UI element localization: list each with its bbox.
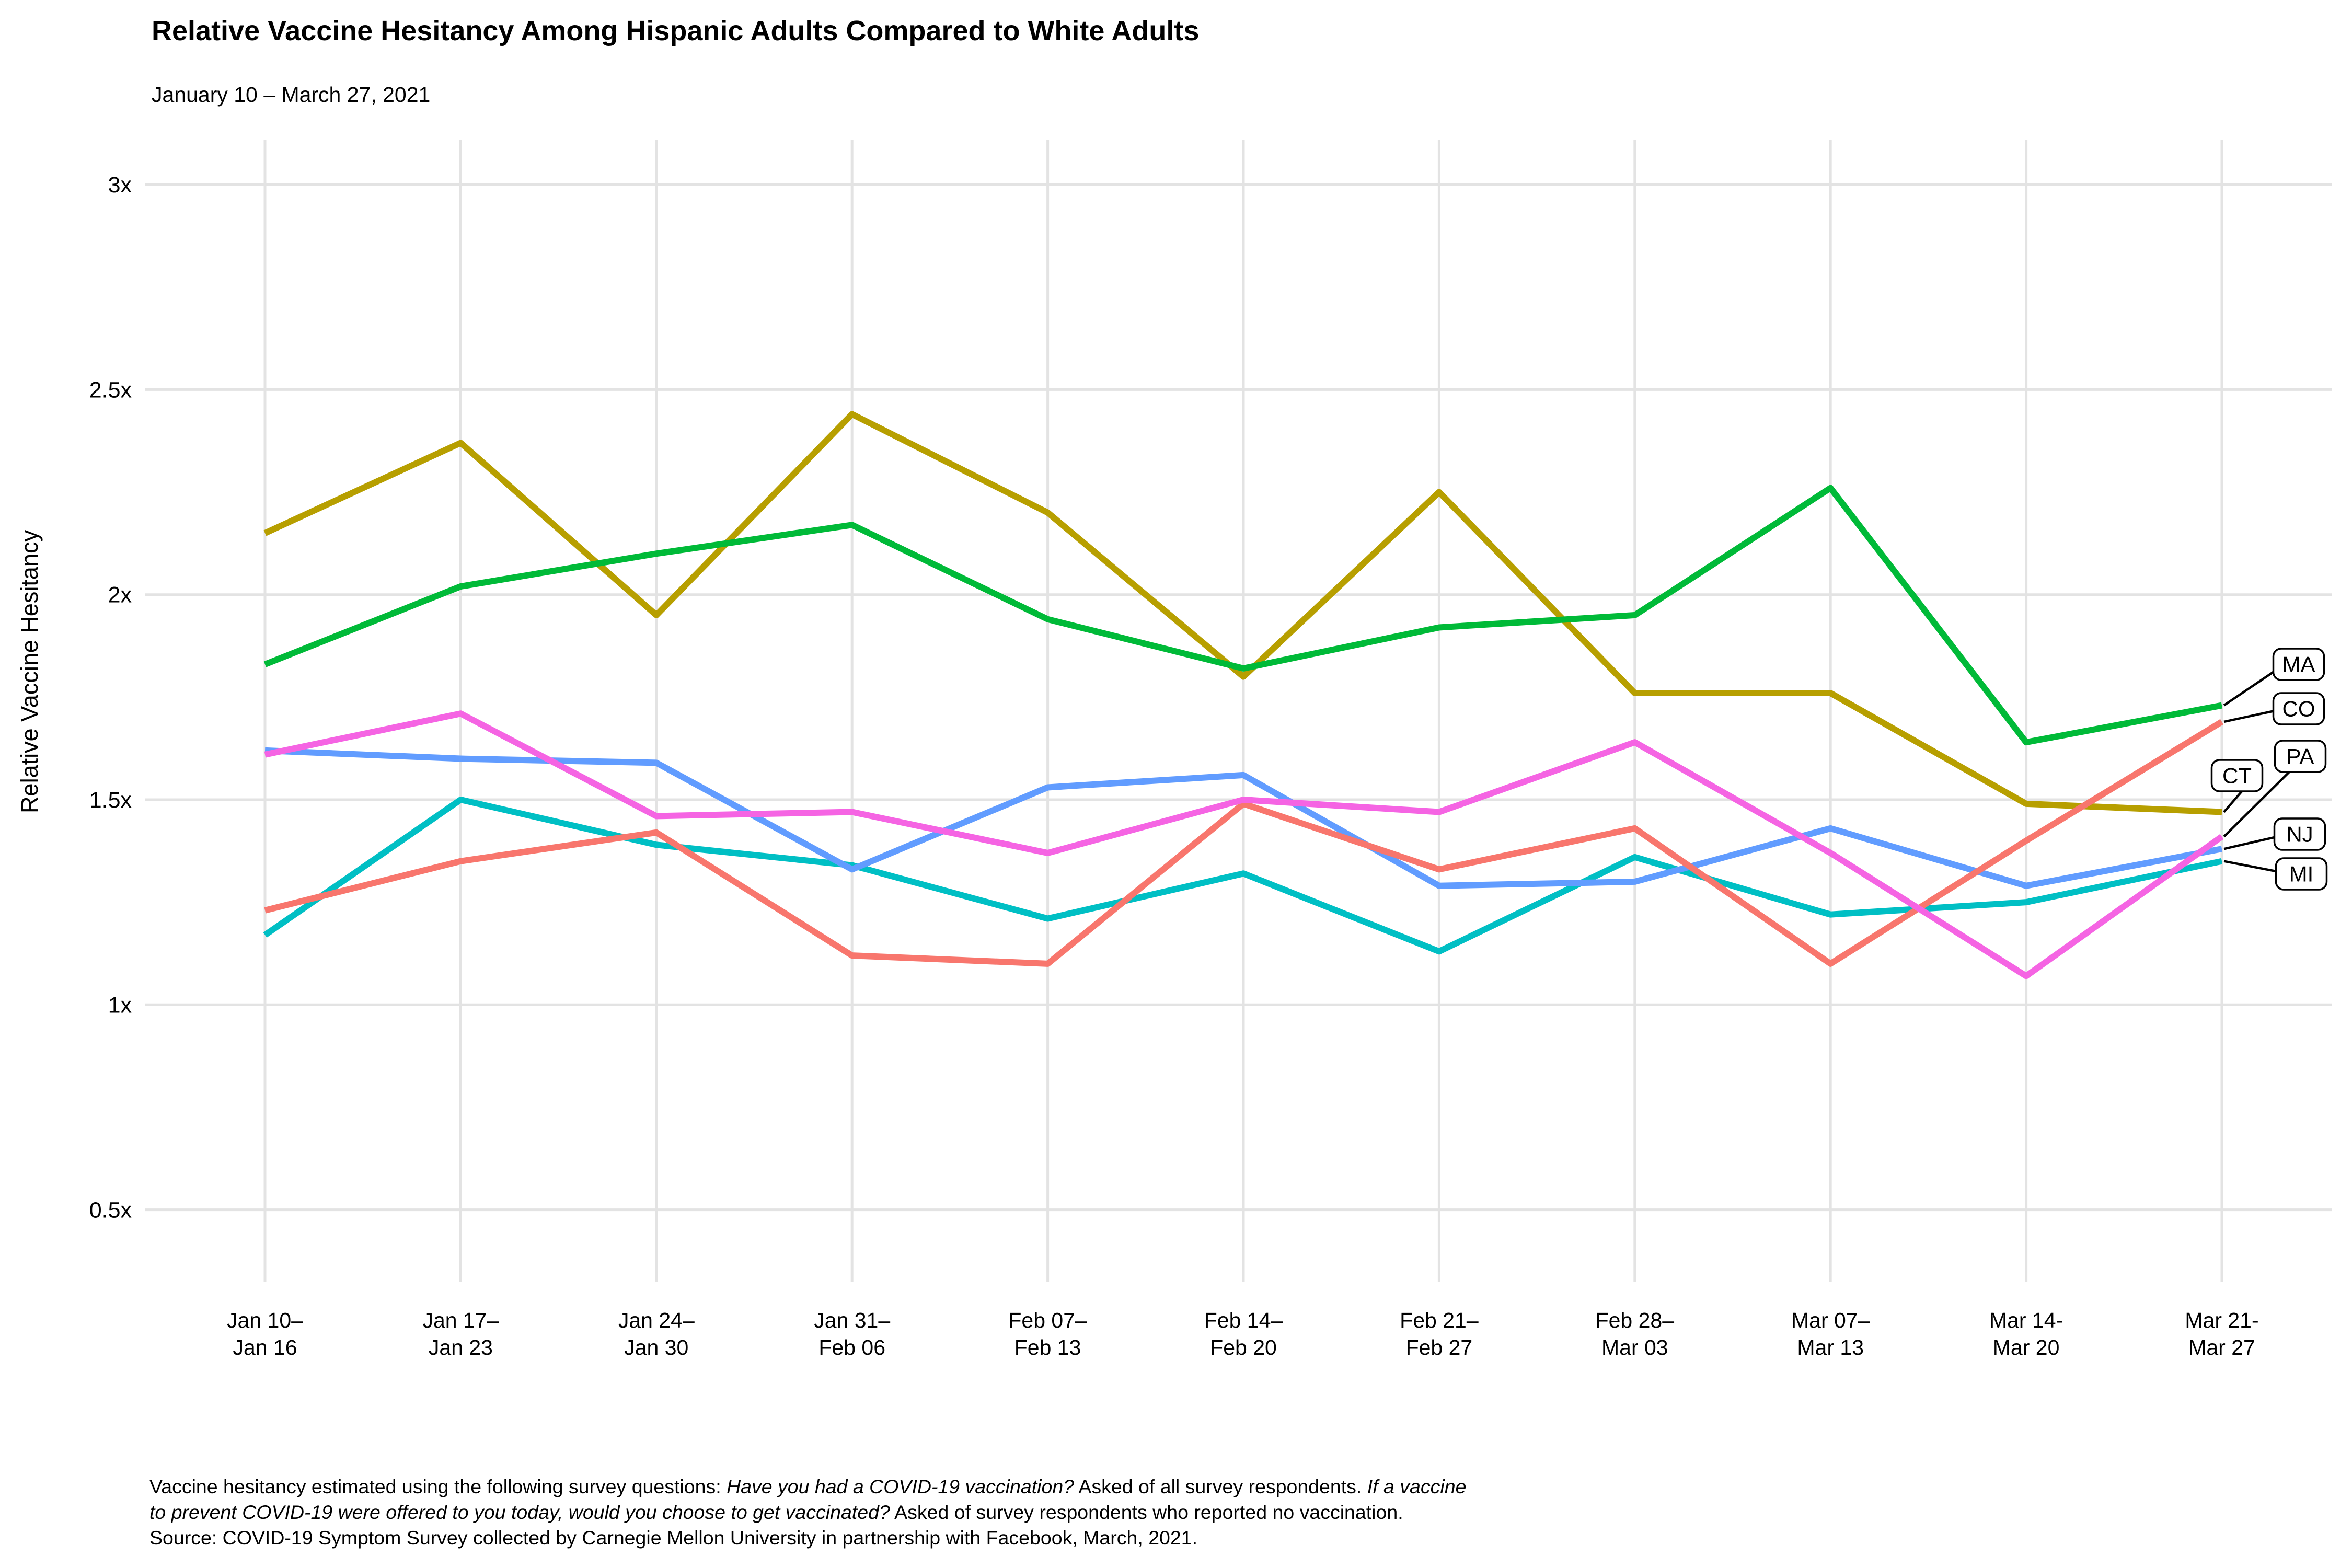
x-tick-label: Feb 28– Mar 03 <box>1596 1308 1675 1359</box>
x-tick-label: Jan 17– Jan 23 <box>422 1308 499 1359</box>
series-label-PA: PA <box>2274 740 2327 773</box>
chart-subtitle: January 10 – March 27, 2021 <box>152 83 431 107</box>
series-label-text-CT: CT <box>2222 764 2252 788</box>
series-label-CO: CO <box>2272 692 2325 725</box>
series-label-MI: MI <box>2275 857 2328 891</box>
series-label-text-MI: MI <box>2289 862 2314 886</box>
footnote-italic-segment: If a vaccine <box>1367 1475 1467 1497</box>
y-tick-label: 1.5x <box>89 788 132 813</box>
chart-title: Relative Vaccine Hesitancy Among Hispani… <box>152 15 1200 47</box>
series-label-box-CT <box>2210 759 2264 792</box>
x-tick-label: Feb 21– Feb 27 <box>1400 1308 1479 1359</box>
footnote-italic-segment: Have you had a COVID-19 vaccination? <box>727 1475 1075 1497</box>
series-line-CO <box>264 719 2224 967</box>
footnote-text-segment: Asked of survey respondents who reported… <box>890 1501 1403 1523</box>
x-tick-label: Feb 14– Feb 20 <box>1204 1308 1283 1359</box>
leader-line-MI <box>2223 860 2279 873</box>
footnote: Vaccine hesitancy estimated using the fo… <box>149 1474 1466 1551</box>
leader-line-CO <box>2223 709 2275 723</box>
series-end-labels: MA CO PA CT NJ MI <box>2210 648 2328 891</box>
x-tick-label: Mar 07– Mar 13 <box>1791 1308 1870 1359</box>
series-lines <box>263 411 2224 979</box>
series-label-text-NJ: NJ <box>2286 822 2313 847</box>
footnote-line: Source: COVID-19 Symptom Survey collecte… <box>149 1525 1466 1551</box>
x-tick-label: Mar 21-Mar 27 <box>2185 1308 2258 1359</box>
label-leader-lines <box>2223 670 2292 873</box>
y-tick-label: 2x <box>108 583 132 608</box>
leader-line-NJ <box>2223 835 2277 850</box>
series-label-text-PA: PA <box>2287 744 2314 769</box>
footnote-text-segment: Vaccine hesitancy estimated using the fo… <box>149 1475 727 1497</box>
y-tick-label: 2.5x <box>89 377 132 402</box>
series-label-box-NJ <box>2273 817 2326 851</box>
series-label-text-CO: CO <box>2282 697 2315 721</box>
series-label-box-CO <box>2272 692 2325 725</box>
footnote-line: to prevent COVID-19 were offered to you … <box>149 1500 1466 1525</box>
series-line-PA <box>264 710 2224 979</box>
x-tick-label: Mar 14-Mar 20 <box>1989 1308 2063 1359</box>
footnote-text-segment: Source: COVID-19 Symptom Survey collecte… <box>149 1527 1198 1549</box>
y-axis-title: Relative Vaccine Hesitancy <box>16 530 43 813</box>
series-label-CT: CT <box>2210 759 2264 792</box>
series-label-MA: MA <box>2272 648 2325 681</box>
leader-line-PA <box>2223 769 2292 838</box>
y-tick-label: 1x <box>108 993 132 1018</box>
series-line-NJ <box>264 747 2223 889</box>
x-tick-label: Jan 24– Jan 30 <box>618 1308 695 1359</box>
axis-labels: 3x 2.5x 2x 1.5x 1x 0.5x Jan 10– Jan 16 Jan 17– Ja… <box>89 172 2259 1359</box>
series-label-box-PA <box>2274 740 2327 773</box>
footnote-italic-segment: to prevent COVID-19 were offered to you … <box>149 1501 890 1523</box>
series-line-MI <box>263 797 2223 955</box>
x-tick-label: Feb 07– Feb 13 <box>1008 1308 1087 1359</box>
footnote-line: Vaccine hesitancy estimated using the fo… <box>149 1474 1466 1500</box>
series-label-box-MI <box>2275 857 2328 891</box>
leader-line-MA <box>2223 670 2276 707</box>
series-label-NJ: NJ <box>2273 817 2326 851</box>
footnote-text-segment: Asked of all survey respondents. <box>1074 1475 1367 1497</box>
series-label-text-MA: MA <box>2282 652 2315 677</box>
x-tick-label: Jan 31– Feb 06 <box>814 1308 890 1359</box>
series-line-MA <box>263 485 2223 746</box>
x-tick-label: Jan 10– Jan 16 <box>227 1308 303 1359</box>
y-tick-label: 3x <box>108 172 132 198</box>
leader-line-CT <box>2223 789 2244 813</box>
y-tick-label: 0.5x <box>89 1198 132 1223</box>
series-label-box-MA <box>2272 648 2325 681</box>
series-line-CT <box>263 411 2222 815</box>
